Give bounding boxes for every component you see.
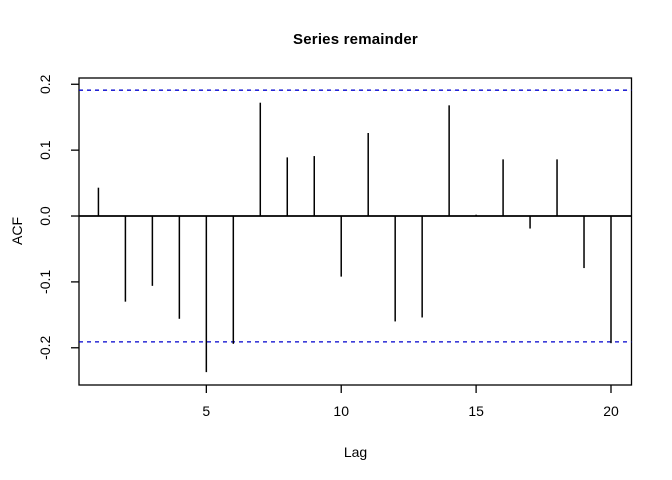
- y-tick-label: -0.2: [37, 336, 53, 360]
- y-tick-label: 0.2: [37, 74, 53, 94]
- x-tick-label: 15: [468, 403, 484, 419]
- x-axis-label: Lag: [343, 444, 368, 460]
- x-tick-label: 5: [202, 403, 210, 419]
- plot-box: [78, 77, 633, 386]
- chart-title: Series remainder: [293, 31, 418, 48]
- y-axis-label: ACF: [9, 217, 25, 245]
- x-tick-label: 20: [603, 403, 619, 419]
- x-tick-label: 10: [333, 403, 349, 419]
- y-tick-label: 0.0: [37, 206, 53, 226]
- y-tick-label: -0.1: [37, 270, 53, 294]
- y-tick-label: 0.1: [37, 140, 53, 160]
